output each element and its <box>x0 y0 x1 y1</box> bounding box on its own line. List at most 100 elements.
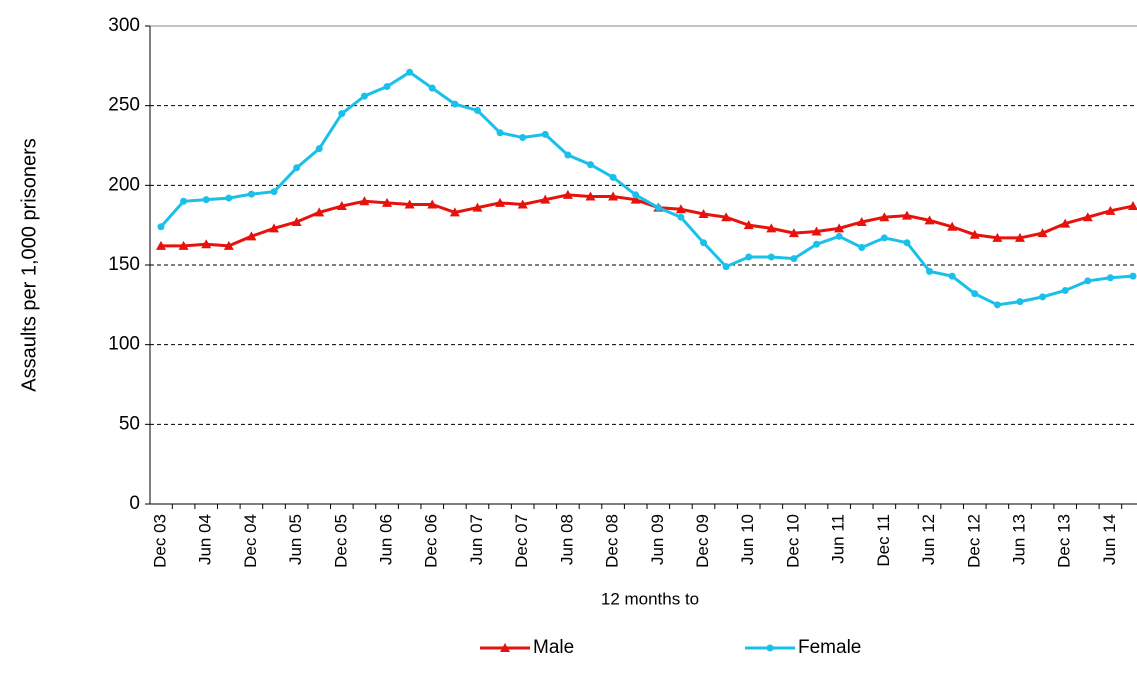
data-point <box>202 196 210 204</box>
data-point <box>246 231 257 241</box>
data-point <box>157 223 165 231</box>
data-point <box>428 84 436 92</box>
data-point <box>540 194 551 204</box>
data-point <box>1016 298 1024 306</box>
data-point <box>811 226 822 236</box>
data-point <box>472 202 483 212</box>
data-point <box>315 145 323 153</box>
data-point <box>360 92 368 100</box>
x-tick-label: Jun 11 <box>829 514 848 564</box>
data-point <box>813 240 821 248</box>
data-point <box>675 204 686 214</box>
data-point <box>971 290 979 298</box>
x-tick-label: Jun 13 <box>1009 514 1028 565</box>
x-tick-label: Dec 03 <box>150 514 169 568</box>
data-point <box>1105 205 1116 215</box>
x-tick-label: Dec 06 <box>422 514 441 568</box>
series-line <box>161 193 1134 248</box>
data-point <box>767 253 775 261</box>
x-tick-label: Dec 13 <box>1055 514 1074 568</box>
data-point <box>654 204 662 212</box>
data-point <box>835 232 843 240</box>
x-tick-label: Jun 07 <box>467 514 486 565</box>
data-point <box>201 239 212 249</box>
data-point <box>178 240 189 250</box>
data-point <box>225 194 233 202</box>
data-point <box>1128 201 1137 211</box>
data-point <box>630 194 641 204</box>
data-point <box>586 161 594 169</box>
data-point <box>858 243 866 251</box>
data-point <box>517 199 528 209</box>
x-tick-label: Dec 05 <box>331 514 350 568</box>
data-point <box>1060 218 1071 228</box>
series-line <box>159 70 1134 307</box>
data-point <box>406 68 414 76</box>
y-tick-label: 150 <box>108 254 140 275</box>
data-point <box>609 173 617 181</box>
data-point <box>291 216 302 226</box>
data-point <box>856 216 867 226</box>
y-axis-title: Assaults per 1,000 prisoners <box>18 138 40 391</box>
data-point <box>1037 228 1048 238</box>
legend-marker <box>500 643 510 652</box>
data-point <box>948 272 956 280</box>
data-point <box>336 201 347 211</box>
data-point <box>993 301 1001 309</box>
data-point <box>1106 274 1114 282</box>
data-point <box>722 263 730 271</box>
data-point <box>901 210 912 220</box>
legend-marker <box>766 644 774 652</box>
data-point <box>834 223 845 233</box>
data-point <box>880 234 888 242</box>
data-point <box>338 110 346 118</box>
data-point <box>947 221 958 231</box>
data-point <box>314 207 325 217</box>
data-point <box>790 255 798 263</box>
x-tick-label: Jun 14 <box>1100 514 1119 565</box>
data-point <box>383 83 391 91</box>
data-point <box>903 239 911 247</box>
data-point <box>926 267 934 275</box>
data-point <box>451 100 459 108</box>
x-tick-label: Dec 04 <box>241 514 260 568</box>
data-point <box>1129 272 1137 280</box>
x-tick-label: Jun 10 <box>738 514 757 565</box>
data-point <box>743 220 754 230</box>
data-point <box>541 130 549 138</box>
y-tick-label: 100 <box>108 334 140 355</box>
data-point <box>924 215 935 225</box>
data-point <box>223 240 234 250</box>
data-point <box>519 134 527 142</box>
data-point <box>721 212 732 222</box>
x-tick-label: Jun 04 <box>196 514 215 565</box>
data-point <box>180 197 188 205</box>
x-tick-label: Dec 12 <box>964 514 983 568</box>
data-point <box>359 196 370 206</box>
data-point <box>632 191 640 199</box>
data-point <box>788 228 799 238</box>
y-tick-label: 300 <box>108 15 140 36</box>
x-axis-title: 12 months to <box>601 589 699 608</box>
data-point <box>585 191 596 201</box>
y-tick-label: 200 <box>108 174 140 195</box>
data-point <box>677 213 685 221</box>
x-tick-label: Dec 09 <box>693 514 712 568</box>
data-point <box>700 239 708 247</box>
data-point <box>879 212 890 222</box>
data-point <box>1082 212 1093 222</box>
data-point <box>992 232 1003 242</box>
data-point <box>969 229 980 239</box>
y-tick-label: 50 <box>119 413 140 434</box>
data-point <box>698 209 709 219</box>
x-tick-label: Jun 05 <box>286 514 305 565</box>
data-point <box>766 223 777 233</box>
data-point <box>247 190 255 198</box>
legend-label: Male <box>533 637 574 658</box>
data-point <box>293 164 301 172</box>
data-point <box>269 223 280 233</box>
x-tick-label: Jun 12 <box>919 514 938 565</box>
data-point <box>1014 232 1025 242</box>
x-tick-label: Dec 10 <box>783 514 802 568</box>
x-tick-label: Jun 06 <box>377 514 396 565</box>
